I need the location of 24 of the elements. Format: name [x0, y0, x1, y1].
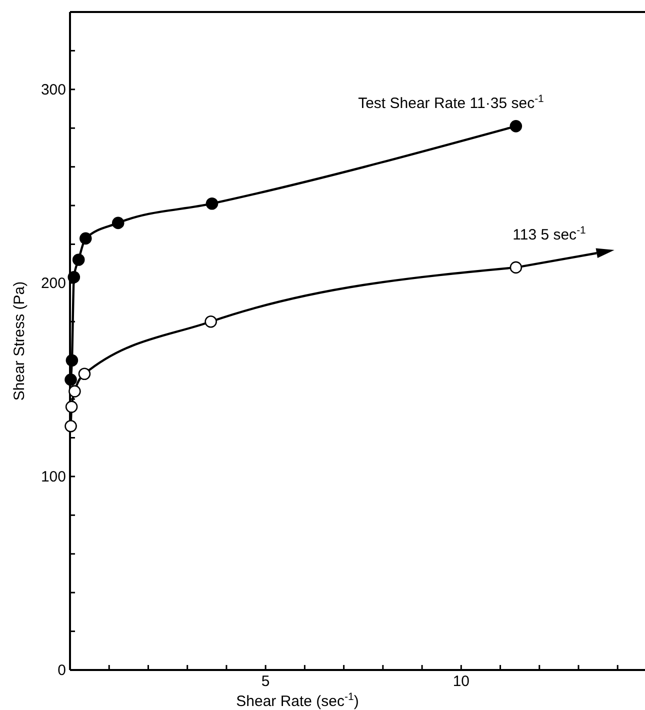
y-axis-title: Shear Stress (Pa)	[11, 281, 28, 401]
y-tick-label: 100	[40, 468, 66, 486]
point	[64, 374, 77, 386]
point	[78, 368, 91, 380]
point	[68, 270, 80, 284]
point	[204, 315, 217, 328]
y-tick-label: 200	[40, 274, 66, 292]
point	[510, 261, 522, 274]
point	[79, 232, 92, 245]
y-tick-label: 0	[58, 662, 66, 679]
y-tick-label: 300	[40, 81, 66, 98]
x-axis-title: Shear Rate (sec$^{-1}$)	[236, 691, 359, 710]
series-label: Test Shear Rate 11·35 sec$^{-1}$	[358, 93, 544, 112]
point	[112, 216, 124, 230]
point	[510, 120, 522, 132]
point	[72, 254, 85, 266]
point	[206, 197, 218, 210]
point	[64, 420, 77, 432]
x-tick-label: 10	[452, 673, 470, 690]
series-label: 113 5 sec$^{-1}$	[512, 224, 586, 244]
x-tick-label: 5	[261, 673, 270, 690]
point	[68, 385, 81, 398]
point	[65, 400, 78, 413]
point	[66, 354, 78, 367]
